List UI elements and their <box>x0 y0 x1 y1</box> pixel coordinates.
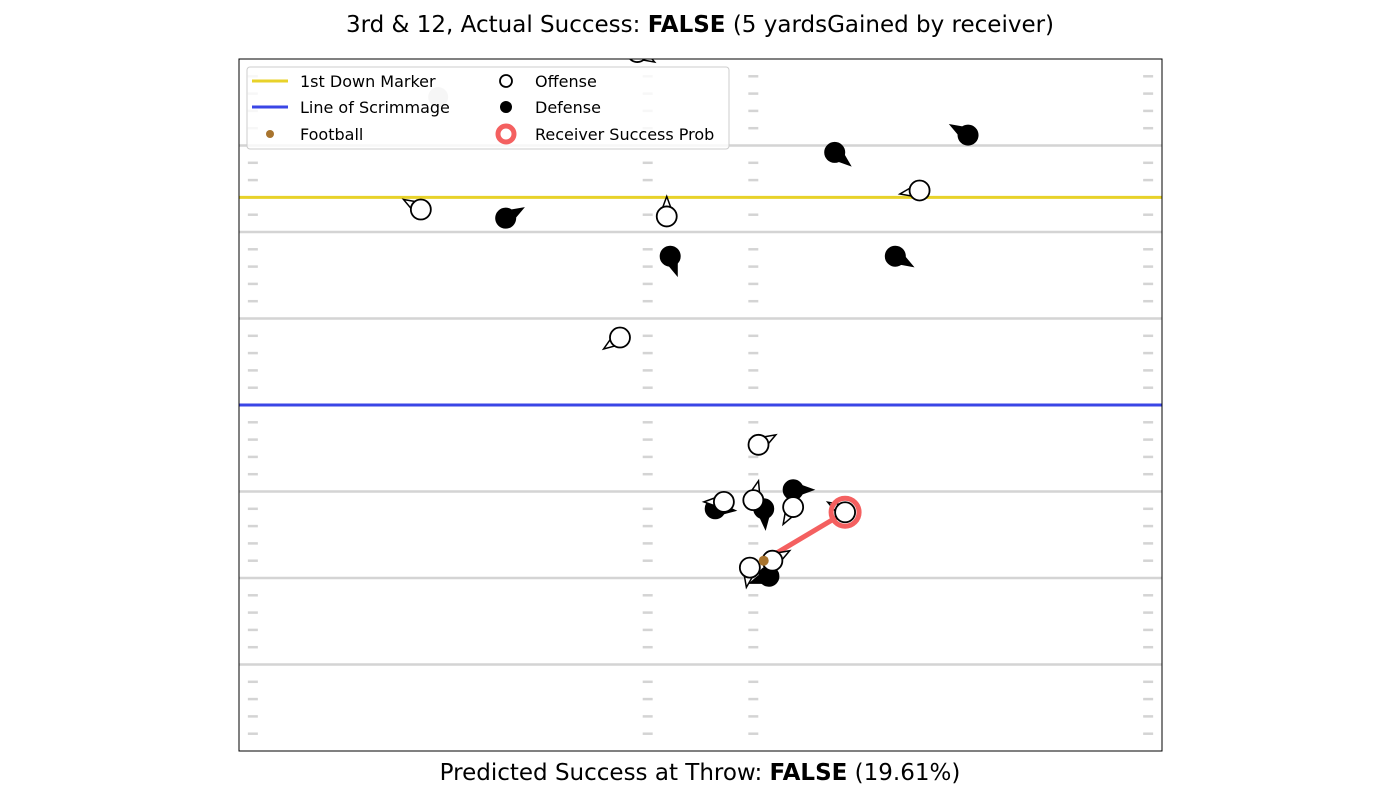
legend-label-receiver: Receiver Success Prob <box>535 125 714 144</box>
offense-player <box>783 497 803 517</box>
legend-handle-offense <box>500 75 512 87</box>
chart-subtitle: Predicted Success at Throw: FALSE (19.61… <box>0 760 1400 786</box>
offense-player <box>714 492 734 512</box>
offense-player <box>411 200 431 220</box>
defense-player <box>496 208 516 228</box>
defense-player <box>958 125 978 145</box>
legend: 1st Down Marker Line of Scrimmage Football… <box>247 67 729 149</box>
defense-player <box>885 246 905 266</box>
offense-player <box>610 328 630 348</box>
legend-handle-football <box>266 130 274 138</box>
offense-player <box>749 435 769 455</box>
offense-player <box>835 502 855 522</box>
defense-player <box>825 142 845 162</box>
defense-player <box>660 246 680 266</box>
offense-player <box>657 206 677 226</box>
legend-label-first_down: 1st Down Marker <box>300 72 436 91</box>
legend-label-scrimmage: Line of Scrimmage <box>300 98 450 117</box>
legend-handle-defense <box>500 101 512 113</box>
predicted-success-value: FALSE <box>770 760 848 786</box>
offense-player <box>910 180 930 200</box>
legend-label-football: Football <box>300 125 363 144</box>
offense-player <box>740 558 760 578</box>
legend-label-offense: Offense <box>535 72 597 91</box>
legend-label-defense: Defense <box>535 98 601 117</box>
football <box>759 556 769 566</box>
offense-direction-arrow <box>643 53 655 62</box>
offense-player <box>743 490 763 510</box>
